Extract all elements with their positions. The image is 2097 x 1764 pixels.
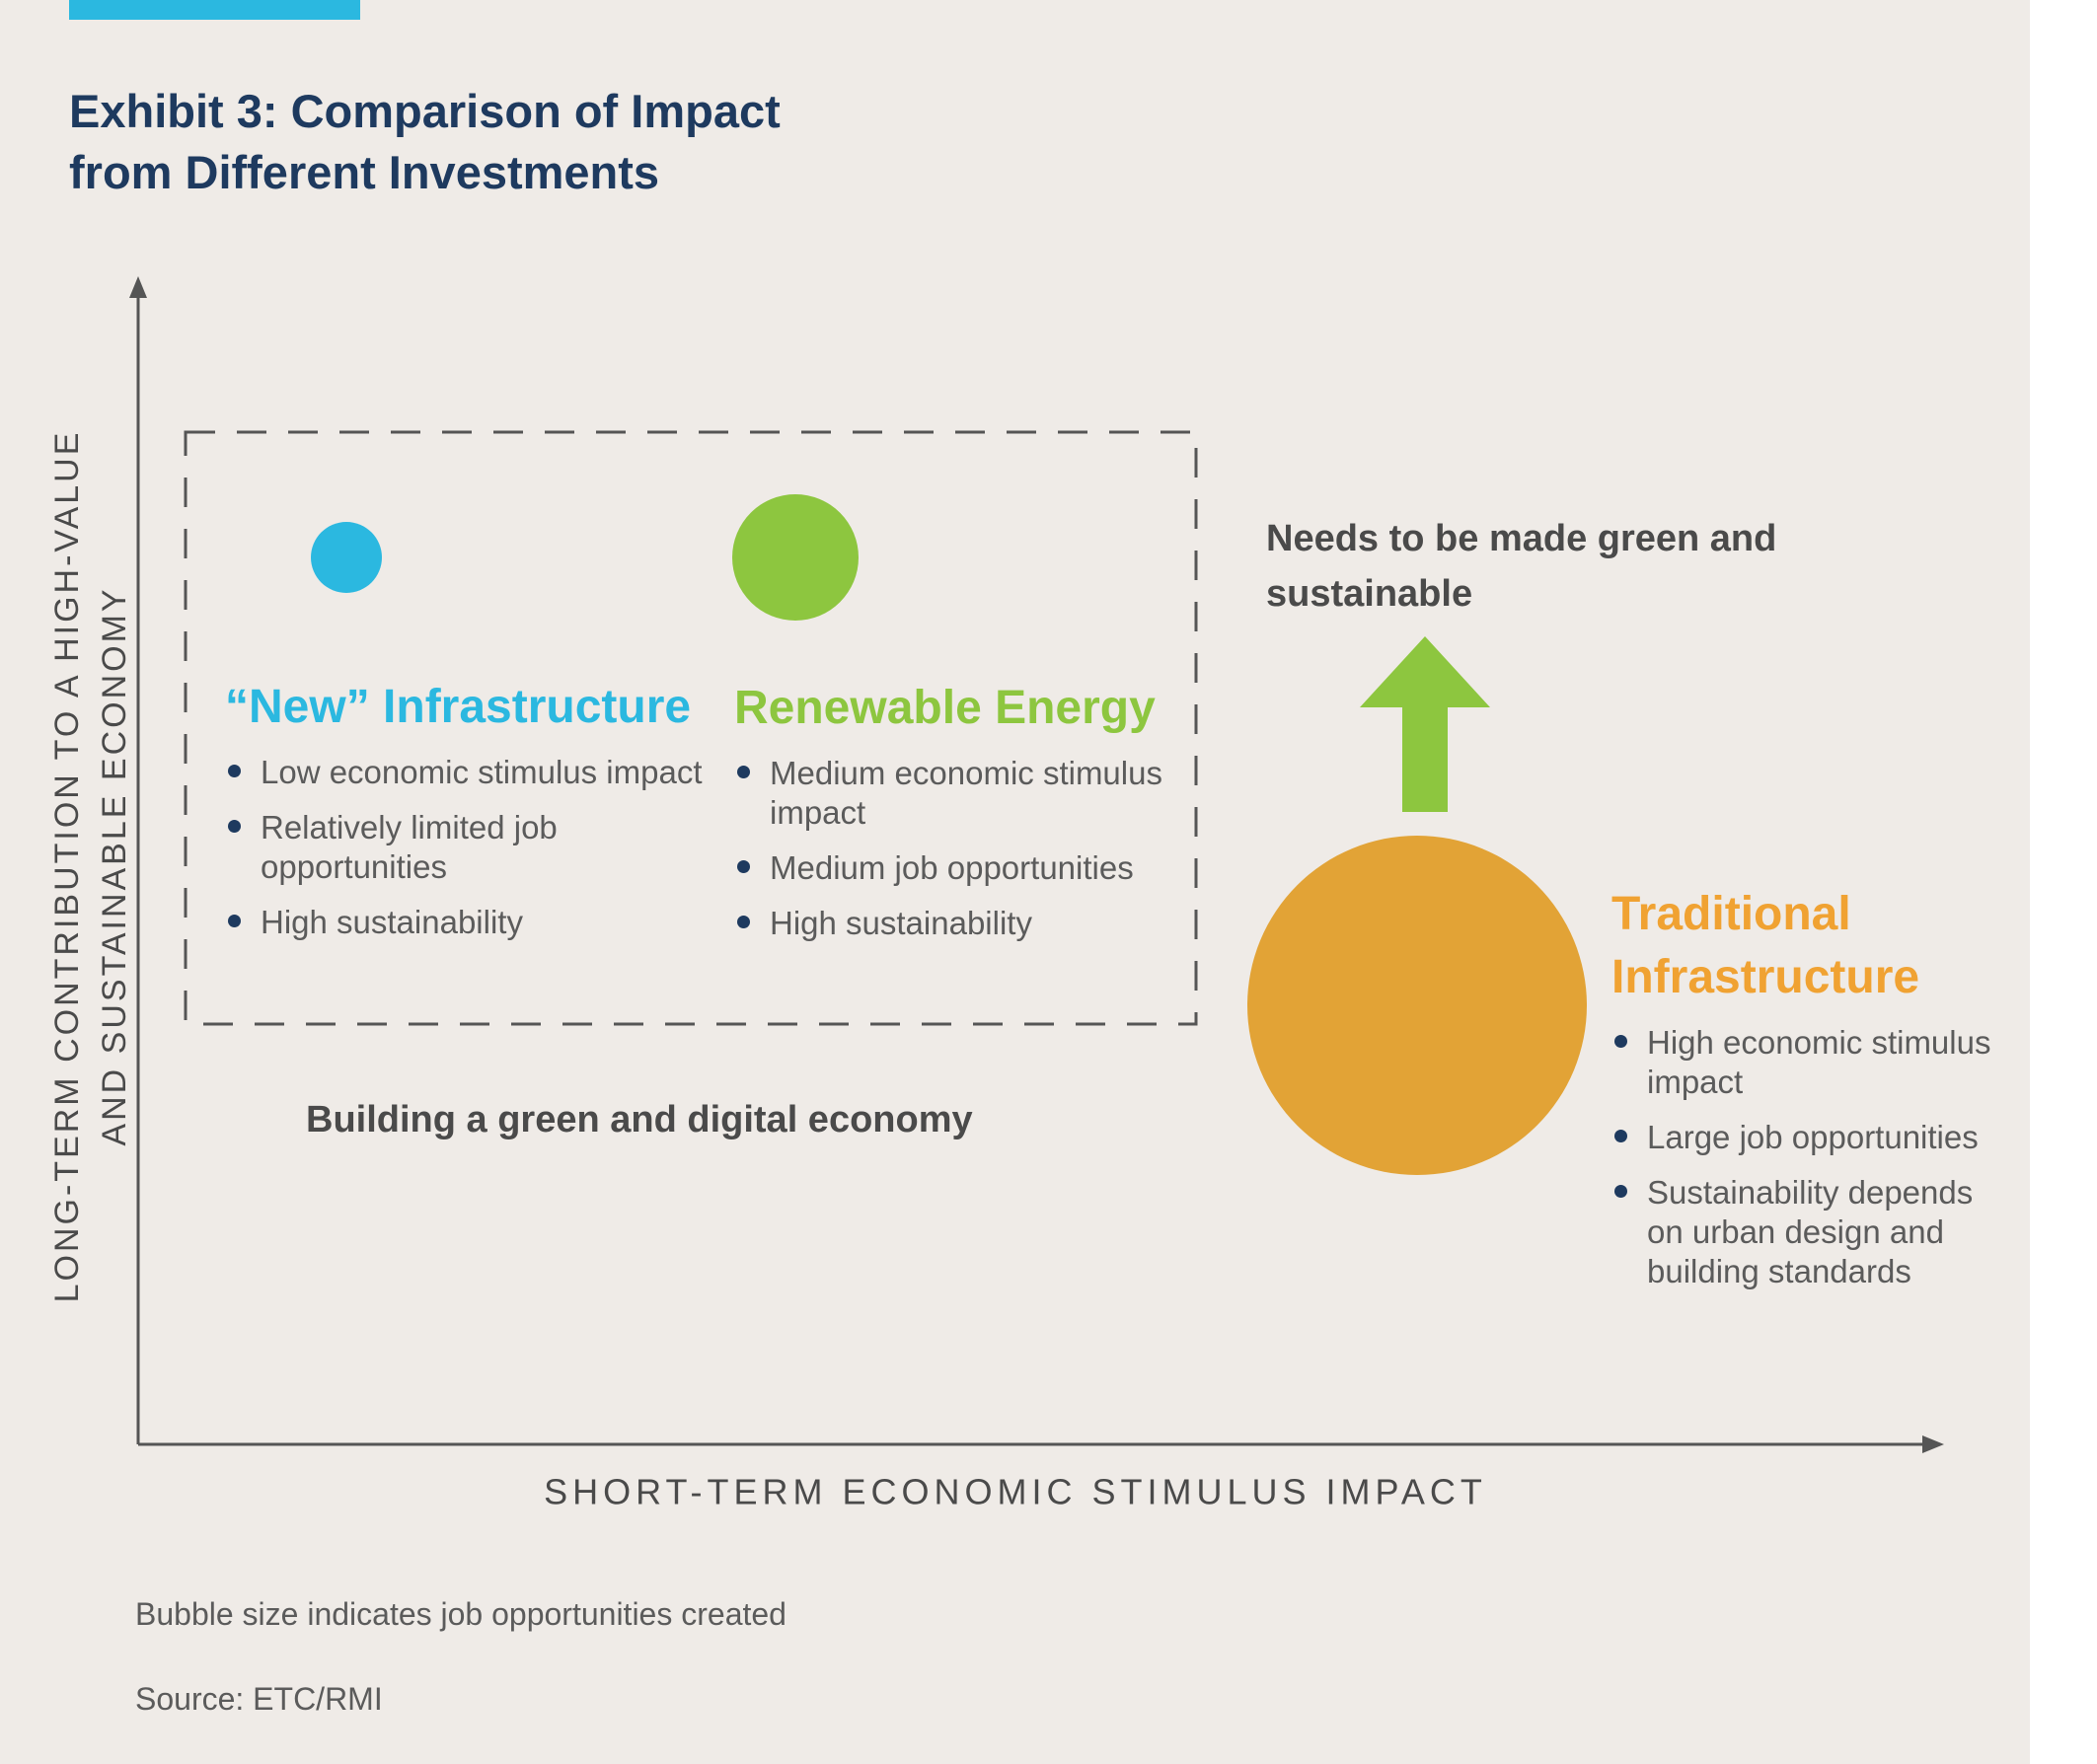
arrow-label-line-2: sustainable — [1266, 573, 1473, 615]
category-label-line-1: Traditional — [1611, 888, 1851, 940]
bullet-list: Medium economic stimulus impact Medium j… — [734, 754, 1198, 943]
bullet-item: Low economic stimulus impact — [225, 753, 738, 792]
y-axis-arrowhead — [129, 276, 147, 298]
category-label: “New” Infrastructure — [225, 681, 692, 733]
accent-bar — [69, 0, 360, 20]
exhibit-panel — [0, 0, 2030, 1764]
arrow-label-line-1: Needs to be made green and — [1266, 518, 1777, 559]
bullet-dot-icon — [737, 860, 750, 873]
category-renewable-energy: Renewable Energy Medium economic stimulu… — [734, 677, 1198, 959]
bullet-item: Large job opportunities — [1611, 1118, 2016, 1157]
category-label: Renewable Energy — [734, 682, 1156, 734]
green-digital-group-box — [184, 430, 1198, 1026]
title-line-1: Exhibit 3: Comparison of Impact — [69, 85, 781, 137]
bullet-text: High sustainability — [770, 905, 1032, 941]
category-traditional-infrastructure: Traditional Infrastructure High economic… — [1611, 883, 2016, 1307]
title-line-2: from Different Investments — [69, 146, 660, 198]
bullet-dot-icon — [737, 916, 750, 928]
bullet-text: Medium economic stimulus impact — [770, 755, 1162, 831]
bullet-text: High sustainability — [261, 904, 523, 940]
bullet-item: High sustainability — [225, 903, 738, 942]
up-arrow-icon — [1360, 636, 1490, 812]
arrow-label: Needs to be made green and sustainable — [1266, 511, 1957, 622]
bubble-size-note: Bubble size indicates job opportunities … — [135, 1596, 786, 1632]
bullet-list: Low economic stimulus impact Relatively … — [225, 753, 738, 942]
bullet-dot-icon — [228, 915, 241, 927]
y-axis-label-line-1: LONG-TERM CONTRIBUTION TO A HIGH-VALUE — [48, 430, 86, 1303]
source-note: Source: ETC/RMI — [135, 1681, 383, 1717]
bullet-text: Low economic stimulus impact — [261, 754, 703, 790]
bullet-list: High economic stimulus impact Large job … — [1611, 1023, 2016, 1291]
y-axis — [129, 276, 147, 1444]
bullet-item: Sustainability depends on urban design a… — [1611, 1173, 2016, 1291]
bubble-renewable-energy — [732, 494, 859, 621]
category-label: Traditional Infrastructure — [1611, 883, 2016, 1009]
bullet-dot-icon — [228, 820, 241, 833]
chart-marks — [311, 494, 1587, 1175]
bullet-item: Medium job opportunities — [734, 848, 1198, 888]
category-label-line-2: Infrastructure — [1611, 951, 1920, 1003]
bubble-traditional-infrastructure — [1247, 836, 1587, 1175]
x-axis — [138, 1435, 1944, 1453]
chart-title: Exhibit 3: Comparison of Impact from Dif… — [69, 81, 957, 203]
bullet-item: Relatively limited job opportunities — [225, 808, 738, 887]
bullet-text: High economic stimulus impact — [1647, 1024, 1991, 1100]
y-axis-label: LONG-TERM CONTRIBUTION TO A HIGH-VALUE A… — [48, 430, 133, 1303]
bullet-text: Large job opportunities — [1647, 1119, 1979, 1155]
bullet-text: Medium job opportunities — [770, 849, 1134, 886]
bullet-dot-icon — [1614, 1035, 1627, 1048]
bubble-new-infrastructure — [311, 522, 382, 593]
bullet-text: Sustainability depends on urban design a… — [1647, 1174, 1974, 1289]
bullet-item: Medium economic stimulus impact — [734, 754, 1198, 833]
bullet-text: Relatively limited job opportunities — [261, 809, 558, 885]
bullet-item: High sustainability — [734, 904, 1198, 943]
bullet-dot-icon — [737, 766, 750, 778]
x-axis-arrowhead — [1922, 1435, 1944, 1453]
bullet-dot-icon — [1614, 1130, 1627, 1142]
bullet-dot-icon — [228, 765, 241, 777]
x-axis-label: SHORT-TERM ECONOMIC STIMULUS IMPACT — [544, 1472, 1487, 1512]
category-new-infrastructure: “New” Infrastructure Low economic stimul… — [225, 676, 738, 958]
group-box-label: Building a green and digital economy — [306, 1099, 973, 1140]
bullet-dot-icon — [1614, 1185, 1627, 1198]
y-axis-label-line-2: AND SUSTAINABLE ECONOMY — [96, 586, 133, 1145]
bullet-item: High economic stimulus impact — [1611, 1023, 2016, 1102]
